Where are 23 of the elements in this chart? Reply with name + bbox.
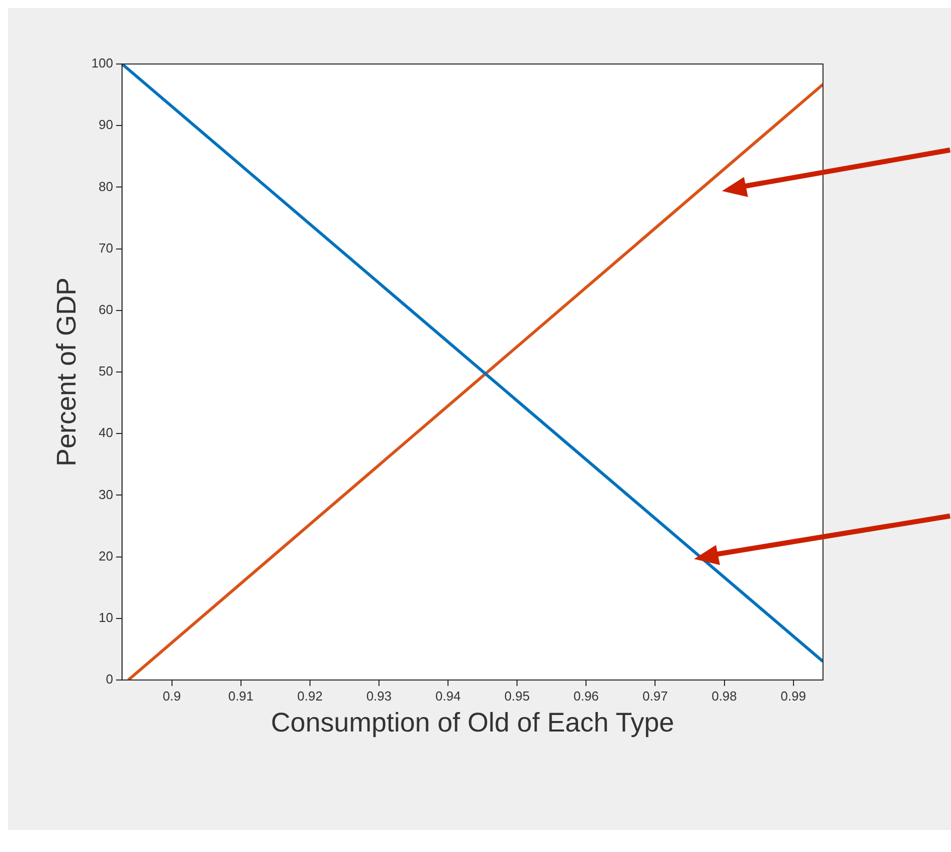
y-tick-label: 30 xyxy=(98,486,114,502)
x-tick-label: 0.96 xyxy=(573,688,599,704)
y-tick-label: 20 xyxy=(98,548,114,564)
x-tick-label: 0.94 xyxy=(435,688,461,704)
x-tick-label: 0.91 xyxy=(228,688,254,704)
x-tick-label: 0.95 xyxy=(504,688,530,704)
x-axis-title: Consumption of Old of Each Type xyxy=(270,707,674,738)
y-tick-label: 60 xyxy=(98,302,114,317)
x-tick-label: 0.93 xyxy=(366,688,392,704)
x-tick-label: 0.99 xyxy=(780,688,806,704)
y-tick-label: 90 xyxy=(98,117,114,132)
y-tick-label: 10 xyxy=(98,610,114,625)
y-tick-label: 80 xyxy=(98,178,114,194)
y-tick-label: 70 xyxy=(98,240,114,256)
y-tick-label: 0 xyxy=(106,672,114,687)
x-tick-label: 0.97 xyxy=(642,688,668,704)
y-axis-title: Percent of GDP xyxy=(52,277,82,467)
x-tick-label: 0.98 xyxy=(712,688,737,704)
y-tick-label: 100 xyxy=(91,56,114,71)
y-tick-label: 40 xyxy=(98,425,114,440)
x-tick-label: 0.92 xyxy=(297,688,323,704)
x-tick-label: 0.9 xyxy=(162,688,181,704)
y-tick-label: 50 xyxy=(98,364,114,379)
